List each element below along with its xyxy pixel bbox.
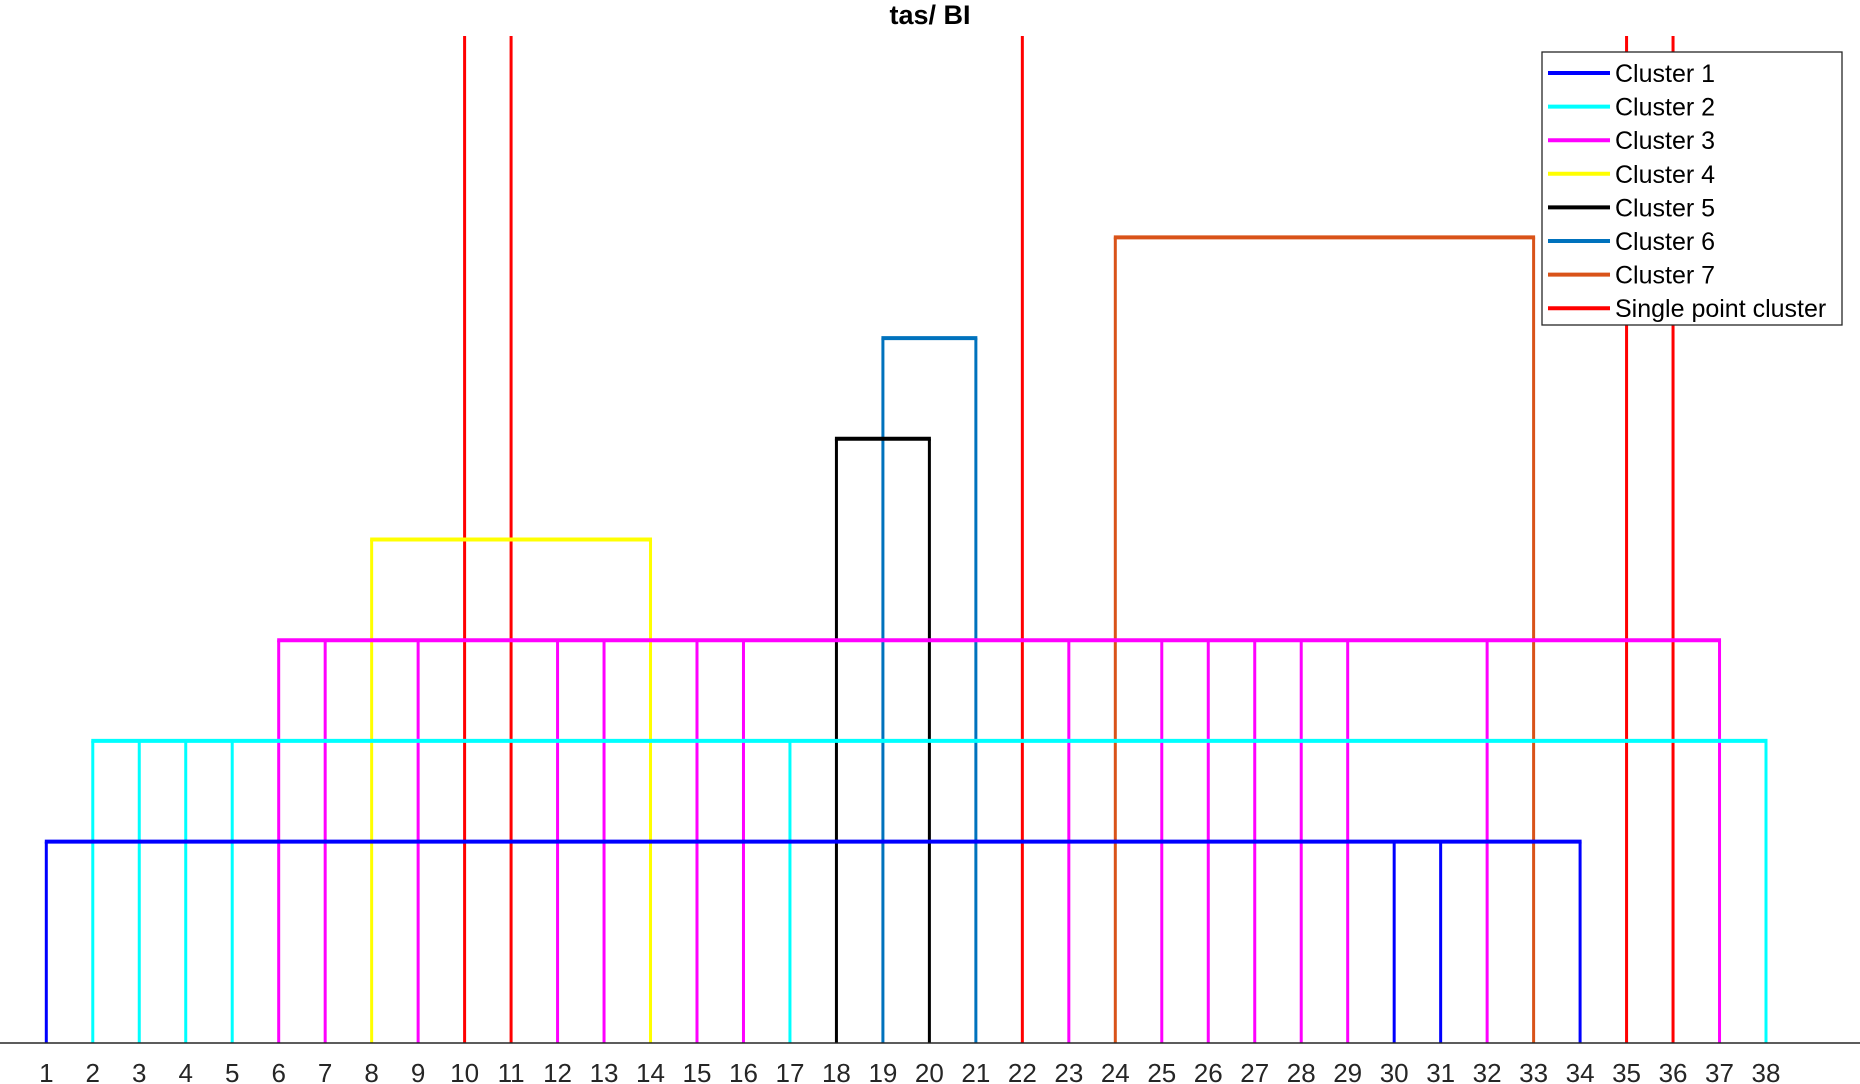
- x-tick-label: 37: [1705, 1058, 1734, 1084]
- x-tick-label: 17: [775, 1058, 804, 1084]
- x-tick-label: 27: [1240, 1058, 1269, 1084]
- x-tick-label: 9: [411, 1058, 425, 1084]
- x-tick-label: 2: [86, 1058, 100, 1084]
- x-tick-label: 11: [498, 1058, 525, 1084]
- legend-label: Cluster 5: [1615, 194, 1715, 222]
- legend-label: Cluster 1: [1615, 60, 1715, 88]
- x-tick-label: 4: [179, 1058, 193, 1084]
- x-tick-label: 35: [1612, 1058, 1641, 1084]
- dendrogram-marks: [44, 36, 1768, 1043]
- legend-label: Cluster 7: [1615, 262, 1715, 290]
- x-tick-label: 32: [1473, 1058, 1502, 1084]
- x-tick-label: 28: [1287, 1058, 1316, 1084]
- x-tick-label: 13: [590, 1058, 619, 1084]
- x-tick-label: 36: [1659, 1058, 1688, 1084]
- legend-label: Cluster 4: [1615, 161, 1715, 189]
- x-tick-label: 24: [1101, 1058, 1130, 1084]
- x-tick-label: 29: [1333, 1058, 1362, 1084]
- x-tick-label: 25: [1147, 1058, 1176, 1084]
- legend: Cluster 1 Cluster 2 Cluster 3 Cluster 4 Clus…: [1541, 51, 1843, 326]
- x-tick-label: 3: [132, 1058, 146, 1084]
- x-tick-label: 5: [225, 1058, 239, 1084]
- x-tick-label: 22: [1008, 1058, 1037, 1084]
- x-tick-label: 20: [915, 1058, 944, 1084]
- x-tick-label: 30: [1380, 1058, 1409, 1084]
- x-tick-label: 12: [543, 1058, 572, 1084]
- x-tick-label: 21: [961, 1058, 990, 1084]
- legend-label: Cluster 2: [1615, 94, 1715, 122]
- x-tick-labels: 1 2 3 4 5 6 7 8 9 10 11 12 13 14 15 16 17 18 19 20 21 22 23 24 2…: [39, 1058, 1780, 1084]
- legend-label: Single point cluster: [1615, 295, 1826, 323]
- x-tick-label: 38: [1752, 1058, 1781, 1084]
- x-tick-label: 34: [1566, 1058, 1595, 1084]
- x-tick-label: 1: [39, 1058, 53, 1084]
- x-tick-label: 6: [271, 1058, 285, 1084]
- x-tick-label: 26: [1194, 1058, 1223, 1084]
- x-tick-label: 14: [636, 1058, 665, 1084]
- x-tick-label: 33: [1519, 1058, 1548, 1084]
- legend-box: [1541, 51, 1843, 326]
- chart-title: tas/ BI: [889, 0, 970, 30]
- x-tick-label: 18: [822, 1058, 851, 1084]
- x-tick-label: 8: [364, 1058, 378, 1084]
- legend-label: Cluster 3: [1615, 127, 1715, 155]
- x-tick-label: 7: [318, 1058, 332, 1084]
- x-tick-label: 10: [450, 1058, 479, 1084]
- x-tick-label: 19: [868, 1058, 897, 1084]
- x-tick-label: 15: [683, 1058, 712, 1084]
- x-tick-label: 23: [1054, 1058, 1083, 1084]
- x-tick-label: 16: [729, 1058, 758, 1084]
- x-tick-label: 31: [1426, 1058, 1455, 1084]
- legend-label: Cluster 6: [1615, 228, 1715, 256]
